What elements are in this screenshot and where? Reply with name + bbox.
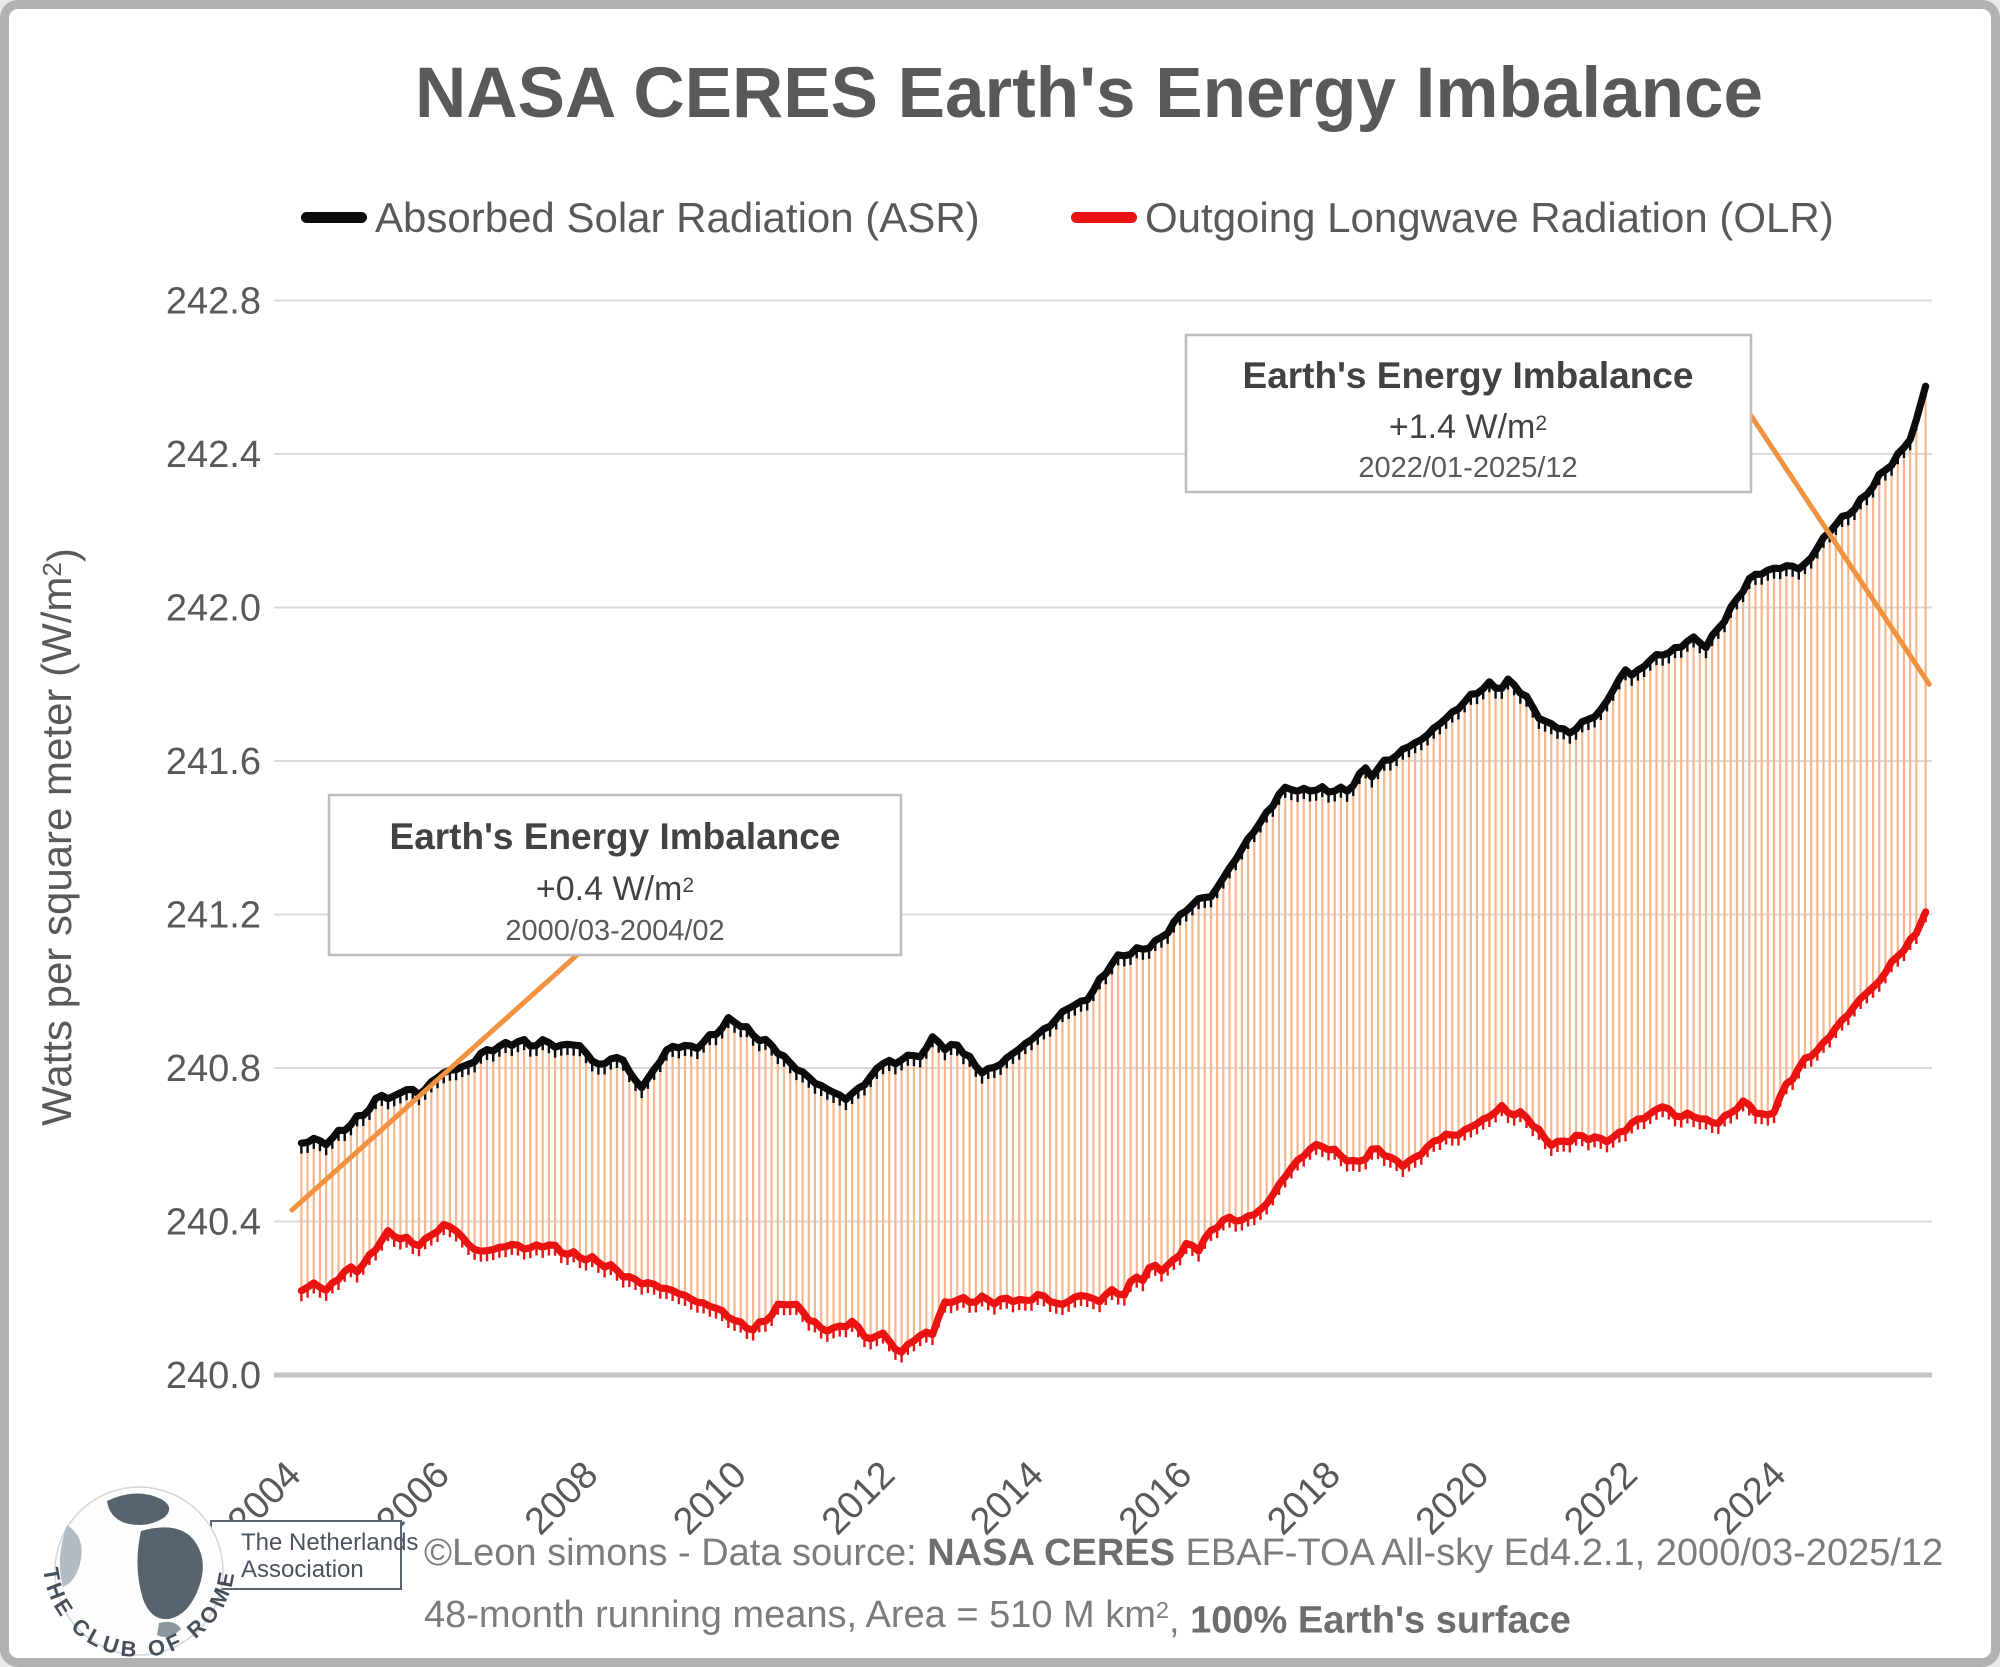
svg-text:240.4: 240.4 — [166, 1202, 261, 1244]
annotation-value: +0.4 W/m2 — [536, 870, 694, 908]
legend-label-olr: Outgoing Longwave Radiation (OLR) — [1145, 194, 1834, 241]
globe-land-africa — [137, 1527, 203, 1620]
x-tick-labels: 2004 2006 2008 2010 2012 2014 2016 2018 2020 2022… — [220, 1454, 1794, 1543]
svg-text:2018: 2018 — [1259, 1454, 1348, 1543]
annotation-value: +1.4 W/m2 — [1389, 408, 1547, 446]
annotation-box — [1184, 333, 1753, 494]
globe-land-europe — [107, 1493, 170, 1525]
annotation-eei-2000-2004: Earth's Energy Imbalance +0.4 W/m2 2000/… — [327, 793, 903, 957]
y-axis-title: Watts per square meter (W/m2) — [33, 548, 86, 1126]
annotation-title: Earth's Energy Imbalance — [1243, 355, 1694, 396]
chart-canvas: NASA CERES Earth's Energy Imbalance Abso… — [33, 54, 1943, 1658]
svg-text:2010: 2010 — [665, 1454, 754, 1543]
svg-text:2020: 2020 — [1408, 1454, 1497, 1543]
svg-text:241.6: 241.6 — [166, 741, 261, 783]
netherlands-association-line1: The Netherlands — [241, 1529, 418, 1556]
footer: The Netherlands Association THE CLUB OF … — [38, 1486, 1943, 1658]
legend-swatch-asr — [301, 212, 367, 223]
data-series — [297, 382, 1930, 1363]
attribution-line-1: ©Leon simons - Data source: NASA CERES E… — [424, 1532, 1943, 1574]
netherlands-association-badge: The Netherlands Association — [210, 1520, 418, 1590]
annotation-period: 2022/01-2025/12 — [1358, 452, 1577, 484]
svg-text:2016: 2016 — [1111, 1454, 1200, 1543]
y-tick-labels: 240.0 240.4 240.8 241.2 241.6 242.0 242.4 242.8 — [166, 281, 261, 1398]
legend-swatch-olr — [1071, 212, 1137, 223]
svg-text:2014: 2014 — [962, 1454, 1051, 1543]
svg-text:2008: 2008 — [517, 1454, 606, 1543]
svg-text:240.0: 240.0 — [166, 1355, 261, 1397]
attribution-line-2: 48-month running means, Area = 510 M km2… — [424, 1594, 1571, 1641]
svg-text:242.8: 242.8 — [166, 281, 261, 323]
legend-label-asr: Absorbed Solar Radiation (ASR) — [375, 194, 980, 241]
annotation-title: Earth's Energy Imbalance — [390, 816, 841, 857]
chart-title: NASA CERES Earth's Energy Imbalance — [415, 54, 1763, 133]
trend-lines — [289, 413, 1932, 1213]
svg-text:2012: 2012 — [814, 1454, 903, 1543]
netherlands-association-line2: Association — [241, 1556, 364, 1583]
svg-text:241.2: 241.2 — [166, 895, 261, 937]
annotation-eei-2022-2025: Earth's Energy Imbalance +1.4 W/m2 2022/… — [1184, 333, 1753, 494]
netherlands-association-box — [210, 1520, 402, 1590]
svg-text:242.0: 242.0 — [166, 588, 261, 630]
svg-text:242.4: 242.4 — [166, 434, 261, 476]
svg-text:240.8: 240.8 — [166, 1048, 261, 1090]
club-of-rome-logo: THE CLUB OF ROME — [38, 1486, 236, 1658]
globe-land-south — [157, 1621, 181, 1637]
annotation-box — [327, 793, 903, 957]
svg-text:2024: 2024 — [1705, 1454, 1794, 1543]
annotation-period: 2000/03-2004/02 — [505, 915, 724, 947]
svg-text:2022: 2022 — [1556, 1454, 1645, 1543]
legend-item-asr: Absorbed Solar Radiation (ASR) — [301, 194, 980, 241]
eei-hatch-band — [300, 389, 1927, 1349]
legend-item-olr: Outgoing Longwave Radiation (OLR) — [1071, 194, 1834, 241]
globe-land-americas — [59, 1525, 82, 1587]
legend: Absorbed Solar Radiation (ASR) Outgoing … — [301, 194, 1834, 241]
